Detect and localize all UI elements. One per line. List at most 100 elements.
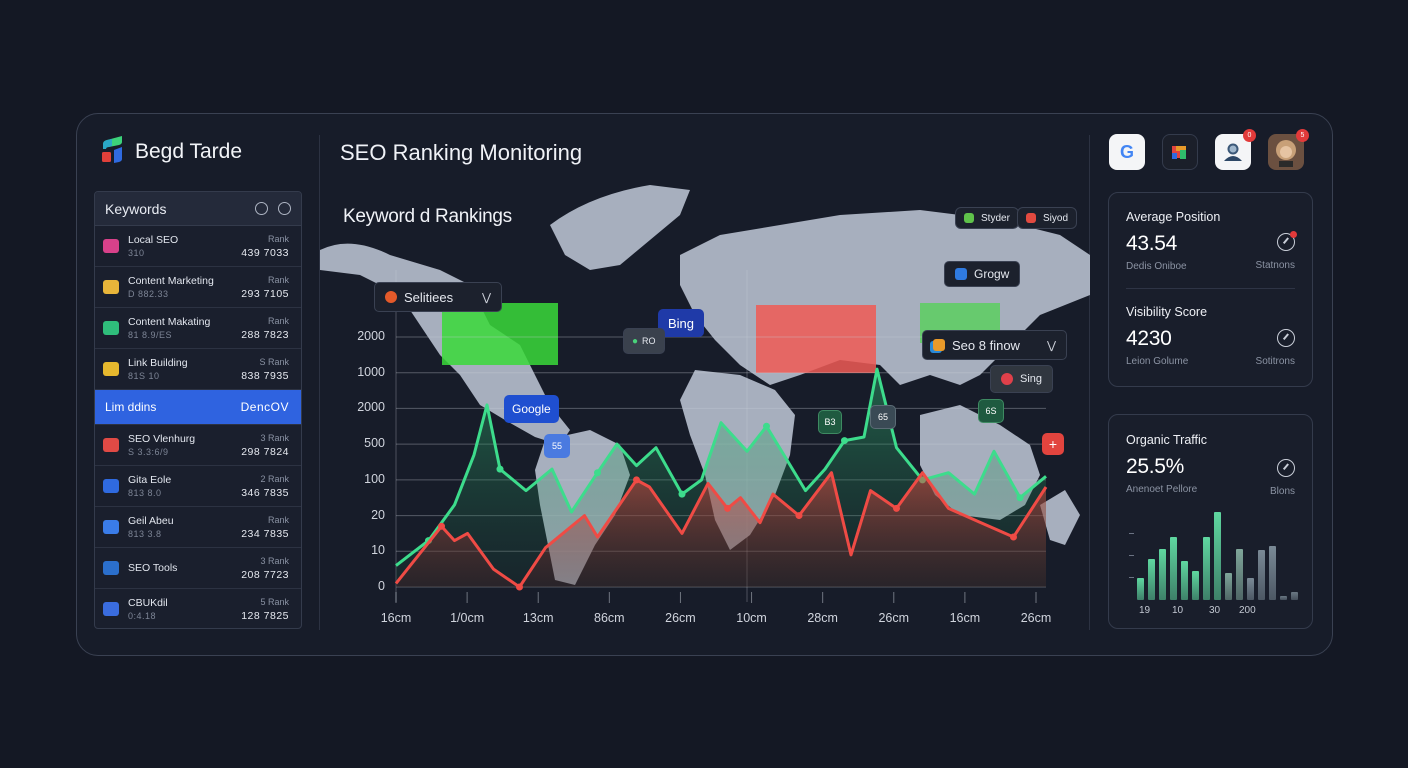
keyword-row[interactable]: SEO Tools 3 Rank 208 7723 bbox=[95, 548, 301, 589]
rank-value: 128 7825 bbox=[241, 609, 289, 622]
keyword-row[interactable]: Gita Eole 813 8.0 2 Rank 346 7835 bbox=[95, 466, 301, 507]
status-caption: Statnons bbox=[1255, 260, 1295, 271]
stat-caption: Anenoet Pellore bbox=[1126, 484, 1198, 495]
traffic-bar[interactable] bbox=[1214, 512, 1221, 600]
add-marker-button[interactable]: + bbox=[1042, 433, 1064, 455]
rank-value: 439 7033 bbox=[241, 246, 289, 259]
keywords-panel-header: Keywords bbox=[95, 192, 301, 226]
rank-label: 3 Rank bbox=[260, 555, 289, 566]
map-tag-google[interactable]: Google bbox=[504, 395, 559, 423]
y-tick-label: 2000 bbox=[357, 329, 385, 343]
tag-label: 6S bbox=[985, 406, 997, 416]
dropdown-label: Seo 8 finow bbox=[952, 337, 1020, 353]
traffic-bar[interactable] bbox=[1192, 570, 1199, 600]
keyword-row[interactable]: Content Marketing D 882.33 Rank 293 7105 bbox=[95, 267, 301, 308]
analytics-icon bbox=[1172, 146, 1186, 159]
map-tag-55[interactable]: 55 bbox=[544, 434, 570, 458]
keyword-row[interactable]: Content Makating 81 8.9/ES Rank 288 7823 bbox=[95, 308, 301, 349]
visibility-score-status[interactable]: Sotitrons bbox=[1256, 329, 1295, 367]
rank-value: 234 7835 bbox=[241, 527, 289, 540]
chevron-down-icon: ⋁ bbox=[1046, 339, 1056, 352]
profile-avatar[interactable]: 5 bbox=[1268, 129, 1309, 170]
keyword-sub: S 3.3:6/9 bbox=[128, 447, 169, 457]
search-icon[interactable] bbox=[255, 202, 268, 215]
world-map-chart bbox=[320, 185, 1090, 603]
map-tag-grogw[interactable]: Grogw bbox=[944, 261, 1021, 287]
average-position-status[interactable]: Statnons bbox=[1255, 231, 1297, 271]
keyword-sub: 81 8.9/ES bbox=[128, 330, 173, 340]
notification-badge: 5 bbox=[1296, 129, 1309, 142]
y-tick-label: 1000 bbox=[357, 364, 385, 379]
google-app-button[interactable]: G bbox=[1109, 134, 1145, 170]
tag-label: RO bbox=[642, 336, 656, 346]
map-tag-b3[interactable]: B3 bbox=[818, 410, 842, 434]
map-tag-bing[interactable]: Bing bbox=[658, 309, 705, 337]
chrome-icon bbox=[1001, 373, 1013, 385]
stat-value: 4230 bbox=[1126, 327, 1172, 350]
traffic-bar[interactable] bbox=[1280, 595, 1287, 600]
rank-label: Rank bbox=[267, 274, 289, 285]
legend-item-styder[interactable]: Styder bbox=[955, 207, 1019, 229]
analytics-app-button[interactable] bbox=[1162, 134, 1198, 170]
gauge-icon bbox=[1277, 231, 1297, 251]
traffic-bar[interactable] bbox=[1291, 592, 1298, 600]
user-account-button[interactable]: 0 bbox=[1215, 129, 1256, 170]
legend-color-icon bbox=[964, 213, 974, 223]
traffic-bar[interactable] bbox=[1269, 545, 1276, 600]
search-engine-dropdown[interactable]: Selitiees ⋁ bbox=[374, 282, 502, 312]
settings-icon[interactable] bbox=[278, 202, 291, 215]
x-tick-label: 16cm bbox=[949, 611, 981, 625]
keyword-row[interactable]: Lim ddins DencOV bbox=[95, 390, 301, 425]
leaf-icon: ● bbox=[632, 335, 639, 347]
y-tick-label: 0 bbox=[378, 579, 385, 593]
keyword-icon bbox=[103, 239, 119, 253]
x-tick-label: 26cm bbox=[1020, 611, 1052, 625]
traffic-bar[interactable] bbox=[1225, 572, 1232, 600]
map-tag-sing[interactable]: Sing bbox=[990, 365, 1054, 393]
keyword-row[interactable]: CBUKdil 0:4.18 5 Rank 128 7825 bbox=[95, 589, 301, 628]
plus-icon: + bbox=[1048, 436, 1058, 452]
status-caption: Blons bbox=[1269, 486, 1295, 497]
traffic-bar[interactable] bbox=[1159, 548, 1166, 600]
avatar-image bbox=[1276, 140, 1296, 167]
traffic-bar[interactable] bbox=[1181, 560, 1188, 600]
y-tick-label: 2000 bbox=[357, 400, 385, 415]
keyword-row[interactable]: SEO Vlenhurg S 3.3:6/9 3 Rank 298 7824 bbox=[95, 425, 301, 466]
keyword-name: Content Marketing bbox=[128, 275, 214, 287]
keyword-row[interactable]: Link Building 81S 10 S Rank 838 7935 bbox=[95, 349, 301, 390]
traffic-bar[interactable] bbox=[1137, 578, 1144, 600]
keyword-row[interactable]: Geil Abeu 813 3.8 Rank 234 7835 bbox=[95, 507, 301, 548]
firefox-icon bbox=[385, 291, 397, 303]
stat-value: 43.54 bbox=[1126, 232, 1178, 255]
legend-item-siyod[interactable]: Siyod bbox=[1017, 207, 1078, 229]
map-tag-6s[interactable]: 6S bbox=[978, 399, 1004, 423]
traffic-bar[interactable] bbox=[1148, 558, 1155, 600]
keyword-row[interactable]: Local SEO 310 Rank 439 7033 bbox=[95, 226, 301, 267]
rank-value: 288 7823 bbox=[241, 328, 289, 341]
rank-value: 838 7935 bbox=[241, 369, 289, 382]
traffic-bar[interactable] bbox=[1236, 548, 1243, 600]
traffic-bar[interactable] bbox=[1247, 578, 1254, 600]
map-tag-ro[interactable]: ● RO bbox=[623, 328, 665, 354]
visibility-score-stat: Visibility Score 4230 Leion Golume bbox=[1126, 305, 1207, 367]
x-tick-label: 10cm bbox=[736, 611, 767, 625]
notification-badge: 0 bbox=[1243, 129, 1256, 142]
rank-value: 346 7835 bbox=[241, 486, 289, 499]
organic-traffic-status[interactable]: Blons bbox=[1270, 459, 1295, 497]
traffic-bar[interactable] bbox=[1258, 550, 1265, 600]
organic-traffic-stat: Organic Traffic 25.5% Anenoet Pellore bbox=[1126, 433, 1207, 495]
rank-label: Rank bbox=[267, 233, 289, 244]
stat-label: Organic Traffic bbox=[1126, 433, 1208, 447]
x-tick-label: 26cm bbox=[878, 611, 910, 625]
x-tick-label: 28cm bbox=[807, 611, 838, 625]
x-tick-label: 86cm bbox=[594, 611, 625, 625]
keyword-name: Gita Eole bbox=[128, 474, 172, 486]
section-title: Keyword d Rankings bbox=[343, 206, 512, 227]
user-icon bbox=[1224, 143, 1242, 161]
rank-value: 298 7824 bbox=[241, 445, 289, 458]
traffic-bar[interactable] bbox=[1203, 537, 1210, 600]
map-tag-65[interactable]: 65 bbox=[870, 405, 896, 429]
traffic-bar[interactable] bbox=[1170, 537, 1177, 600]
stat-caption: Leion Golume bbox=[1126, 356, 1189, 367]
region-dropdown[interactable]: Seo 8 finow ⋁ bbox=[922, 330, 1067, 360]
